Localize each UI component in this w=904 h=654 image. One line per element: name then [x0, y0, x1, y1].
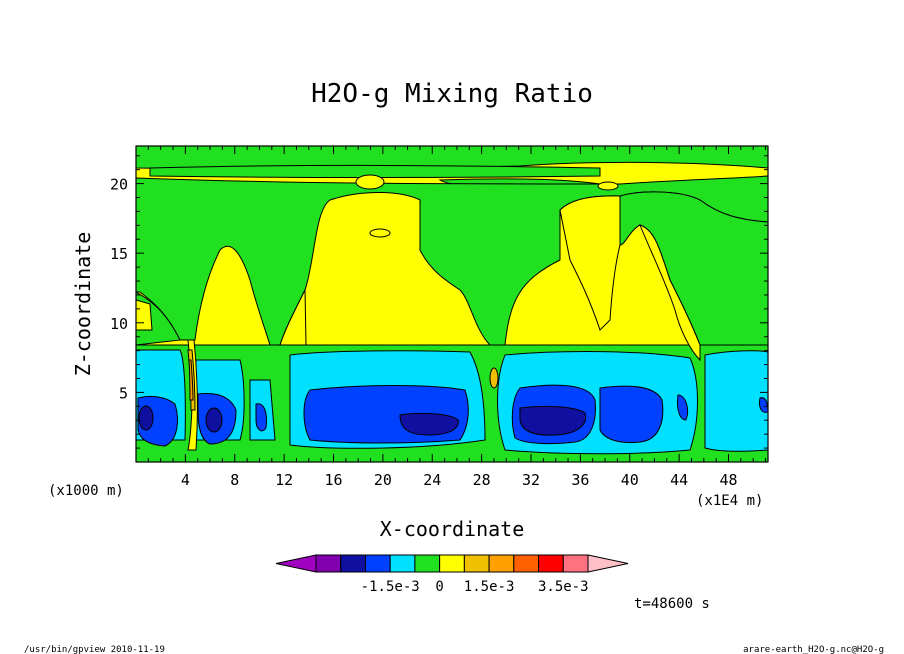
y-tick-label: 10 — [110, 315, 128, 333]
x-unit-left: (x1000 m) — [48, 483, 124, 499]
colorbar-swatch — [513, 554, 540, 573]
x-tick-label: 28 — [473, 471, 491, 489]
colorbar-swatch — [315, 554, 342, 573]
plume — [187, 339, 499, 451]
colorbar — [275, 554, 629, 573]
x-tick-label: 44 — [670, 471, 688, 489]
x-unit-right: (x1E4 m) — [696, 493, 763, 509]
colorbar-swatch — [488, 554, 515, 573]
colorbar-swatch — [439, 554, 465, 573]
y-tick-label: 15 — [110, 245, 128, 263]
colorbar-swatch — [538, 554, 564, 573]
colorbar-label: -1.5e-3 — [361, 579, 420, 595]
colorbar-swatch — [340, 554, 366, 573]
colorbar-label: 3.5e-3 — [538, 579, 589, 595]
x-tick-label: 16 — [324, 471, 342, 489]
x-axis-label: X-coordinate — [380, 517, 525, 541]
colorbar-label: 1.5e-3 — [464, 579, 515, 595]
y-axis-label: Z-coordinate — [71, 232, 95, 377]
colorbar-extend-min — [275, 554, 317, 573]
time-label: t=48600 s — [634, 596, 710, 612]
y-tick-label: 20 — [110, 176, 128, 194]
x-tick-label: 40 — [621, 471, 639, 489]
darkblue-regions — [138, 405, 587, 436]
x-tick-label: 36 — [571, 471, 589, 489]
y-tick-label: 5 — [119, 384, 128, 402]
colorbar-swatch — [389, 554, 416, 573]
colorbar-swatch — [562, 554, 589, 573]
footer-left: /usr/bin/gpview 2010-11-19 — [24, 645, 165, 654]
colorbar-swatch — [463, 554, 490, 573]
x-tick-label: 48 — [719, 471, 737, 489]
plot-area — [136, 146, 768, 462]
colorbar-labels: -1.5e-3 0 1.5e-3 3.5e-3 — [361, 579, 589, 595]
x-tick-label: 24 — [423, 471, 441, 489]
colorbar-label: 0 — [435, 579, 443, 595]
colorbar-extend-max — [587, 554, 629, 573]
x-tick-label: 8 — [230, 471, 239, 489]
colorbar-swatch — [364, 554, 391, 573]
x-tick-label: 20 — [374, 471, 392, 489]
chart-title: H2O-g Mixing Ratio — [311, 79, 593, 109]
x-tick-label: 4 — [181, 471, 190, 489]
x-tick-label: 32 — [522, 471, 540, 489]
footer-right: arare-earth_H2O-g.nc@H2O-g — [743, 645, 884, 654]
colorbar-swatch — [414, 554, 441, 573]
y-axis: 5 10 15 20 — [110, 155, 768, 449]
plot-frame — [135, 145, 769, 463]
x-tick-label: 12 — [275, 471, 293, 489]
x-axis: 4 8 12 16 20 24 28 32 36 40 44 48 — [147, 146, 767, 489]
